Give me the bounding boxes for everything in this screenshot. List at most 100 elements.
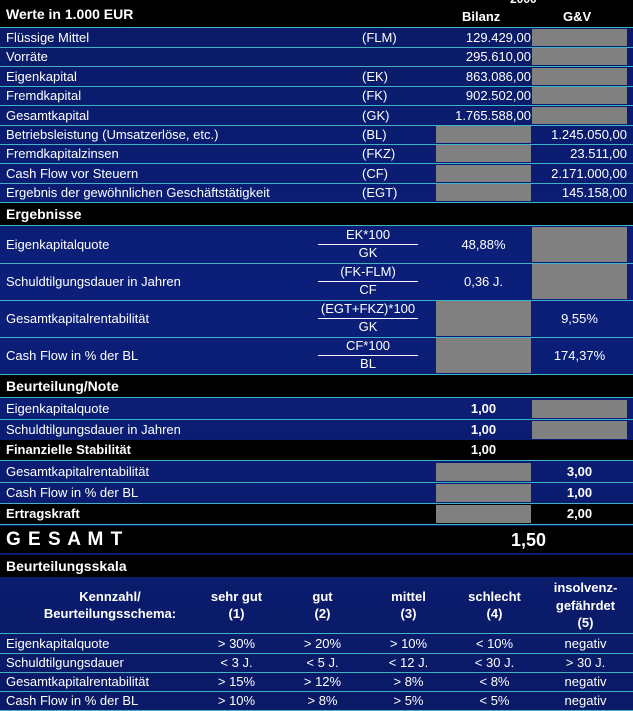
input-label: Betriebsleistung (Umsatzerlöse, etc.) <box>6 127 219 142</box>
skala-value: > 30% <box>217 636 256 651</box>
skala-value: > 30 J. <box>565 655 606 670</box>
beurteilung-title: Beurteilung/Note <box>6 378 119 394</box>
fraction-line <box>318 281 418 282</box>
beurteilung-header <box>0 375 633 397</box>
empty-cell <box>436 484 531 502</box>
col-guv-header: G&V <box>563 9 592 24</box>
beurteilung-guv-value: 3,00 <box>566 464 593 479</box>
skala-value: negativ <box>564 674 607 689</box>
beurteilung-bilanz-value: 1,00 <box>470 422 497 437</box>
skala-value: > 5% <box>393 693 424 708</box>
ergebnis-guv-value: 9,55% <box>561 311 598 326</box>
ergebnisse-title: Ergebnisse <box>6 206 82 222</box>
skala-value: < 5 J. <box>306 655 339 670</box>
empty-cell <box>436 301 531 336</box>
input-bilanz-value: 902.502,00 <box>465 88 531 104</box>
input-guv-value: 2.171.000,00 <box>551 165 627 181</box>
skala-value: < 3 J. <box>220 655 253 670</box>
beurteilung-label: Gesamtkapitalrentabilität <box>6 464 150 479</box>
row-divider <box>0 524 633 525</box>
empty-cell <box>436 505 531 523</box>
skala-value: < 10% <box>475 636 514 651</box>
skala-col-header: (1) <box>228 606 245 621</box>
skala-value: < 12 J. <box>388 655 429 670</box>
row-divider <box>0 374 633 375</box>
row-divider <box>0 633 633 634</box>
row-divider <box>0 300 633 301</box>
ergebnis-bilanz-value: 0,36 J. <box>463 274 504 289</box>
input-guv-value: 1.245.050,00 <box>551 127 627 142</box>
row-divider <box>0 672 633 673</box>
empty-cell <box>436 126 531 143</box>
skala-value: > 10% <box>217 693 256 708</box>
skala-header <box>0 555 633 577</box>
skala-col-header: (4) <box>486 606 503 621</box>
row-divider <box>0 144 633 145</box>
input-label: Vorräte <box>6 49 48 65</box>
fraction-line <box>318 244 418 245</box>
skala-col-header: (5) <box>577 615 594 630</box>
beurteilung-label: Cash Flow in % der BL <box>6 485 139 500</box>
row-divider <box>0 66 633 68</box>
formula-numerator: (FK-FLM) <box>340 264 396 279</box>
skala-col-header: (2) <box>314 606 331 621</box>
formula-denominator: GK <box>358 319 378 334</box>
skala-value: > 10% <box>389 636 428 651</box>
empty-cell <box>532 400 627 418</box>
gesamt-value: 1,50 <box>511 530 547 550</box>
formula-denominator: BL <box>360 356 376 371</box>
skala-row-label: Cash Flow in % der BL <box>6 693 139 708</box>
input-bilanz-value: 295.610,00 <box>465 49 531 65</box>
input-abbr: (FLM) <box>362 30 397 45</box>
ergebnis-bilanz-value: 48,88% <box>461 237 506 252</box>
ergebnis-label: Gesamtkapitalrentabilität <box>6 311 150 326</box>
ergebnis-label: Cash Flow in % der BL <box>6 348 139 363</box>
col-bilanz-header: Bilanz <box>462 9 501 24</box>
header-title: Werte in 1.000 EUR <box>6 6 134 22</box>
formula-numerator: EK*100 <box>345 227 391 242</box>
input-abbr: (GK) <box>362 107 390 123</box>
input-label: Gesamtkapital <box>6 107 90 123</box>
skala-value: < 5% <box>479 693 510 708</box>
input-abbr: (FK) <box>362 88 388 104</box>
header-year: 2000 <box>510 0 537 6</box>
input-bilanz-value: 1.765.588,00 <box>455 107 531 123</box>
input-abbr: (CF) <box>362 165 388 181</box>
input-abbr: (EK) <box>362 68 388 84</box>
row-divider <box>0 263 633 264</box>
skala-value: < 30 J. <box>474 655 515 670</box>
row-divider <box>0 482 633 483</box>
skala-value: negativ <box>564 636 607 651</box>
gesamt-label: G E S A M T <box>6 529 124 550</box>
empty-cell <box>532 67 627 85</box>
input-abbr: (BL) <box>362 127 387 142</box>
row-divider <box>0 503 633 504</box>
empty-cell <box>532 227 627 262</box>
fin-stab-value: 1,00 <box>470 442 497 457</box>
skala-value: < 8% <box>479 674 510 689</box>
input-bilanz-value: 863.086,00 <box>465 68 531 84</box>
empty-cell <box>436 338 531 373</box>
row-divider <box>0 653 633 654</box>
fin-stab-label: Finanzielle Stabilität <box>6 442 131 457</box>
row-divider <box>0 47 633 48</box>
empty-cell <box>532 264 627 299</box>
empty-cell <box>436 463 531 481</box>
skala-row-label: Eigenkapitalquote <box>6 636 110 651</box>
gesamt-bar <box>0 526 633 553</box>
input-label: Fremdkapital <box>6 88 82 104</box>
empty-cell <box>532 48 627 66</box>
row-divider <box>0 337 633 338</box>
formula-numerator: (EGT+FKZ)*100 <box>320 301 416 316</box>
skala-title: Beurteilungsskala <box>6 558 127 574</box>
input-guv-value: 23.511,00 <box>570 146 627 162</box>
beurteilung-bilanz-value: 1,00 <box>470 401 497 416</box>
formula-denominator: CF <box>359 282 377 297</box>
empty-cell <box>532 87 627 105</box>
empty-cell <box>436 184 531 202</box>
ergebnis-label: Schuldtilgungsdauer in Jahren <box>6 274 181 289</box>
skala-value: negativ <box>564 693 607 708</box>
skala-col-header: sehr gut <box>210 589 263 604</box>
beurteilung-label: Eigenkapitalquote <box>6 401 110 416</box>
empty-cell <box>532 29 627 46</box>
